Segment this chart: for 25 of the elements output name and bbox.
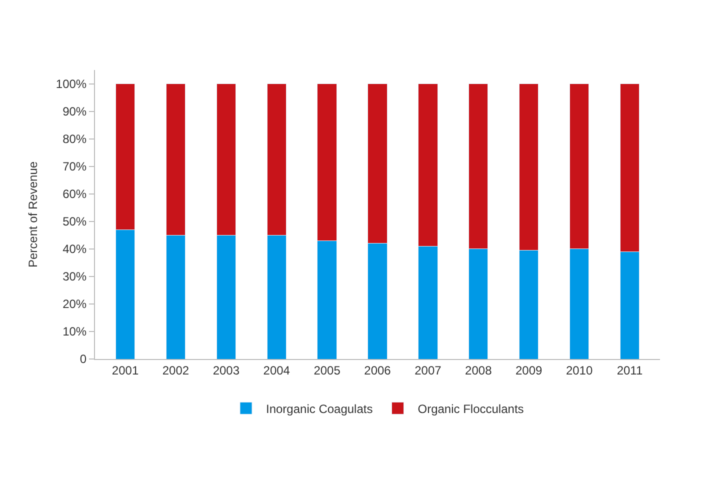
x-tick-label: 2002 — [162, 363, 190, 378]
y-tick-label: 0 — [80, 352, 87, 366]
x-tick-label: 2004 — [263, 363, 290, 378]
x-tick-label: 2006 — [364, 363, 392, 378]
y-tick-label: 40% — [62, 242, 87, 256]
x-tick-label: 2007 — [414, 363, 442, 378]
y-tick-label: 70% — [62, 160, 87, 174]
y-tick-label: 100% — [56, 76, 87, 91]
y-tick-label: 50% — [62, 214, 87, 229]
legend-label: Inorganic Coagulats — [266, 402, 373, 416]
x-tick-label: 2005 — [314, 363, 341, 378]
x-tick-label: 2011 — [616, 363, 643, 378]
y-tick-label: 30% — [62, 270, 87, 284]
x-tick-label: 2001 — [112, 363, 139, 378]
x-tick-label: 2003 — [212, 363, 240, 378]
x-tick-label: 2008 — [465, 363, 492, 378]
y-tick-label: 60% — [62, 187, 87, 202]
y-axis-title: Percent of Revenue — [26, 161, 40, 268]
x-tick-label: 2009 — [515, 363, 543, 378]
y-tick-label: 20% — [62, 297, 87, 312]
y-tick-label: 90% — [62, 104, 87, 118]
y-tick-label: 80% — [62, 132, 87, 146]
legend-label: Organic Flocculants — [418, 402, 524, 416]
y-tick-label: 10% — [62, 324, 87, 339]
x-tick-label: 2010 — [566, 363, 593, 378]
